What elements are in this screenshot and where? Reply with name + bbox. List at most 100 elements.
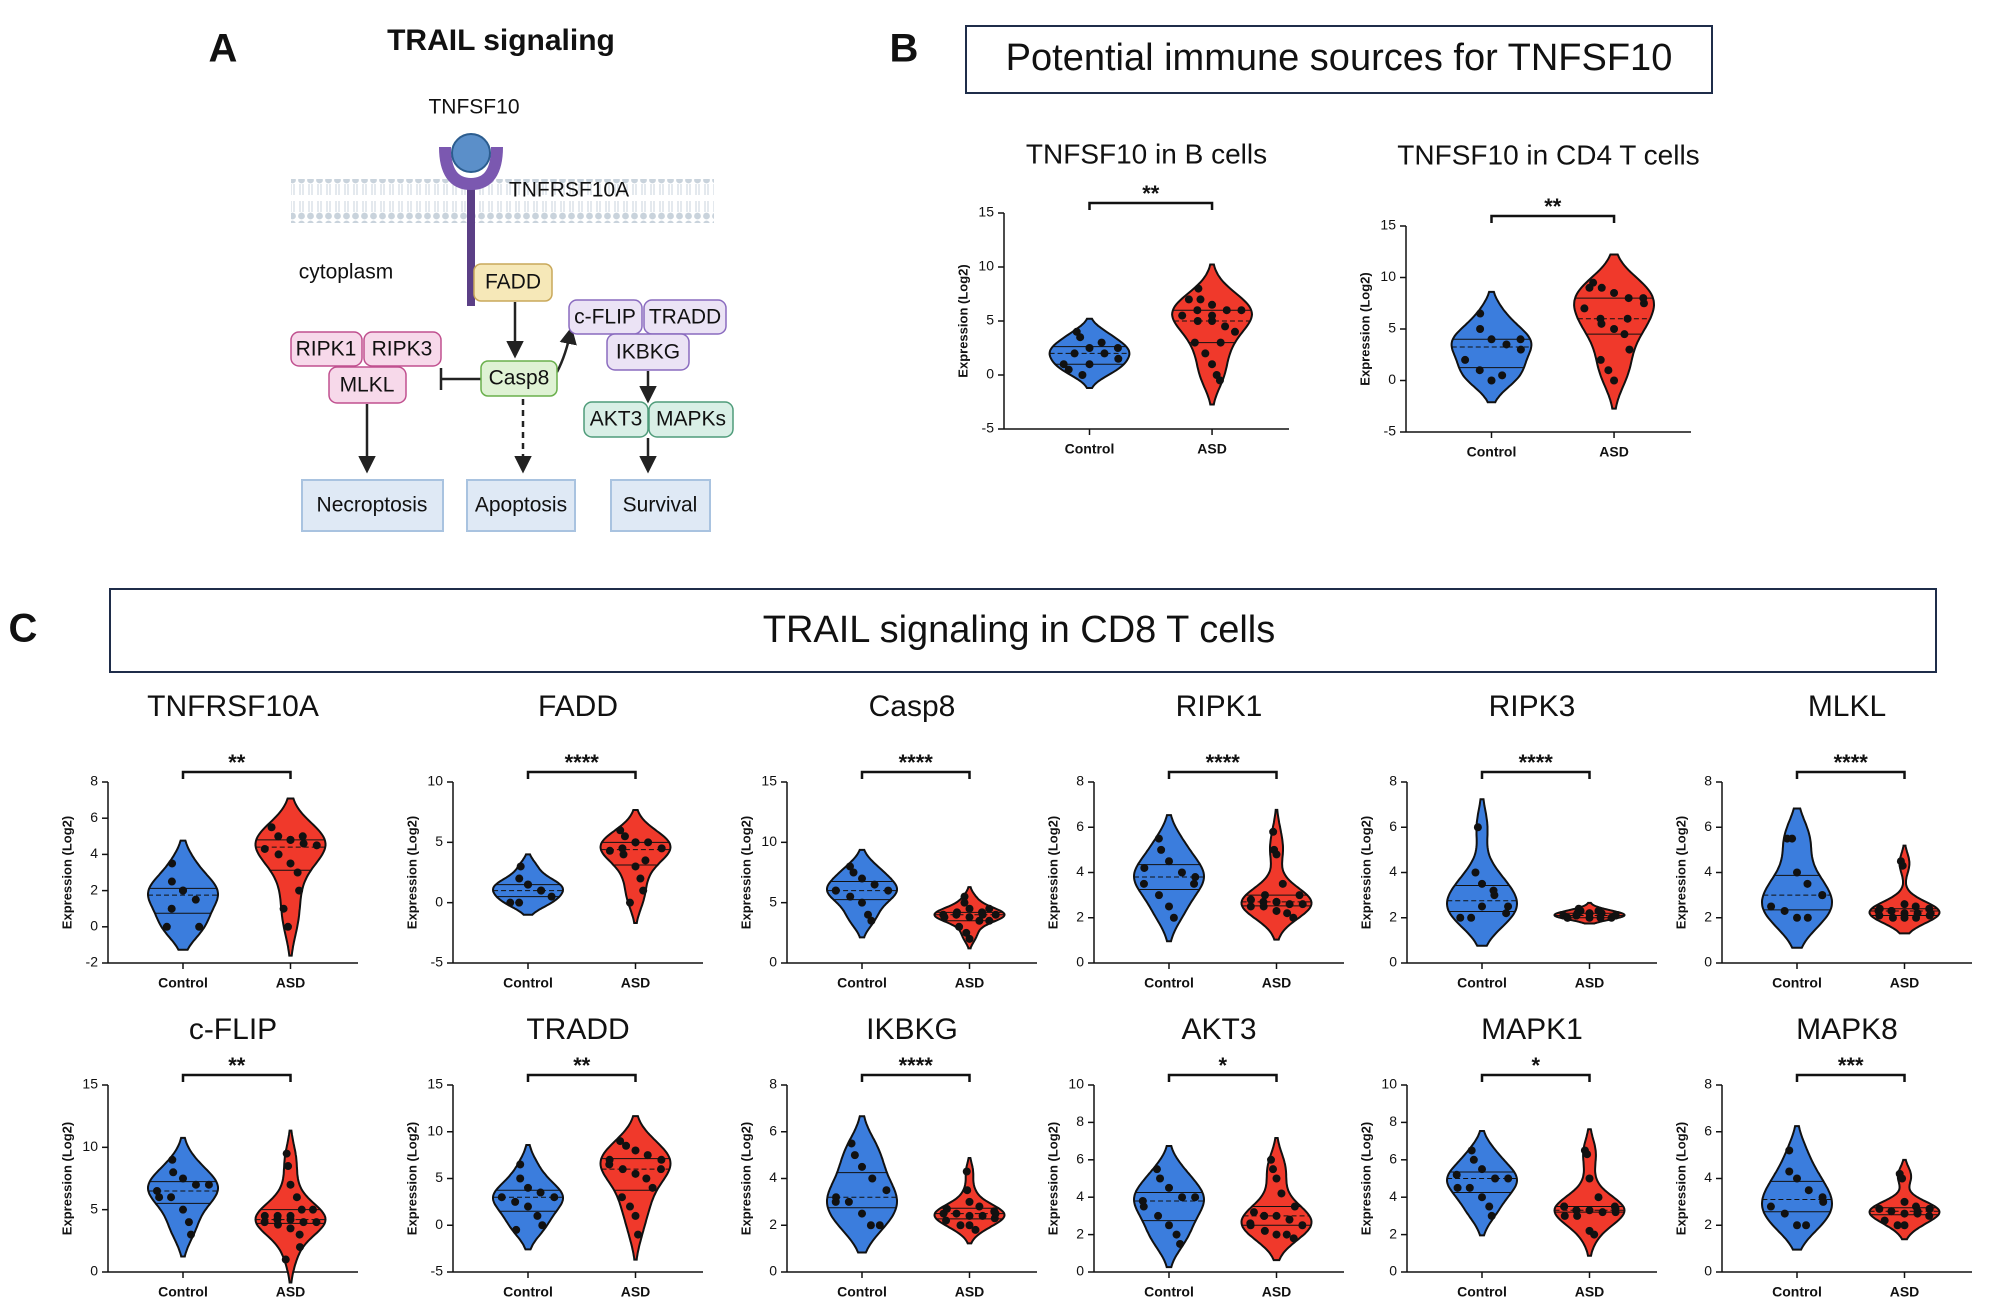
data-point: [167, 877, 176, 886]
data-point: [1594, 1193, 1603, 1202]
data-point: [858, 898, 866, 907]
y-tick-label: 2: [1076, 908, 1084, 924]
data-point: [644, 838, 653, 847]
y-tick-label: 10: [82, 1138, 98, 1154]
chart-title: MLKL: [1808, 690, 1886, 723]
data-point: [297, 1205, 306, 1214]
data-point: [1818, 891, 1827, 900]
data-point: [1625, 345, 1634, 354]
violin-chart: MAPK8 Expression (Log2) 0 2 4 6 8 Control ASD ***: [1673, 1013, 1972, 1300]
data-point: [617, 1193, 626, 1202]
chart-title: MAPK1: [1481, 1013, 1583, 1046]
data-point: [295, 1243, 304, 1252]
panel-title: Potential immune sources for TNFSF10: [1006, 37, 1673, 79]
data-point: [657, 844, 666, 853]
data-point: [858, 874, 866, 883]
x-tick-label: Control: [1467, 444, 1517, 460]
y-tick-label: 5: [90, 1200, 98, 1216]
data-point: [1172, 1230, 1181, 1239]
data-point: [538, 1221, 547, 1230]
data-point: [497, 1193, 506, 1202]
outcome-box: [466, 479, 576, 532]
y-tick-label: 2: [1704, 908, 1712, 924]
y-tick-label: 8: [1076, 1113, 1084, 1129]
data-point: [1467, 1146, 1476, 1155]
y-tick-label: 10: [978, 258, 994, 274]
significance-label: **: [573, 1053, 591, 1078]
data-point: [882, 1186, 891, 1195]
node-label: RIPK3: [372, 338, 433, 361]
chart-title: MAPK8: [1796, 1013, 1898, 1046]
data-point: [1269, 827, 1278, 836]
violin: [254, 1129, 327, 1284]
data-point: [975, 1202, 984, 1211]
y-axis-label: Expression (Log2): [738, 816, 753, 929]
data-point: [1498, 371, 1507, 380]
panel-title: TRAIL signaling: [387, 24, 615, 57]
x-tick-label: Control: [158, 1284, 208, 1300]
y-tick-label: 6: [1704, 1122, 1712, 1138]
data-point: [299, 1218, 308, 1227]
significance-bracket: [1480, 1073, 1591, 1082]
data-point: [971, 1225, 980, 1234]
data-point: [991, 910, 1000, 919]
significance-label: **: [1544, 194, 1562, 219]
data-point: [1580, 304, 1589, 313]
data-point: [1900, 1221, 1909, 1230]
data-point: [1502, 909, 1511, 918]
data-point: [308, 1205, 317, 1214]
data-point: [191, 895, 200, 904]
y-tick-label: 8: [1389, 773, 1397, 789]
y-axis-label: Expression (Log2): [955, 264, 970, 377]
data-point: [1900, 1197, 1909, 1206]
data-point: [952, 1209, 961, 1218]
data-point: [260, 1211, 269, 1220]
significance-bracket: [1480, 770, 1591, 779]
significance-bracket: [1167, 770, 1278, 779]
x-tick-label: ASD: [1262, 975, 1292, 991]
data-point: [1804, 1186, 1813, 1195]
data-point: [1560, 1211, 1569, 1220]
y-tick-label: 0: [769, 954, 777, 970]
data-point: [1803, 913, 1812, 922]
node-box: [473, 263, 553, 302]
data-point: [1898, 861, 1907, 870]
data-point: [1516, 345, 1525, 354]
significance-bracket: [181, 770, 292, 779]
y-tick-label: 8: [1704, 1076, 1712, 1092]
data-point: [832, 1193, 841, 1202]
x-tick-label: Control: [1065, 441, 1115, 457]
data-point: [1489, 886, 1498, 895]
x-tick-label: Control: [1457, 975, 1507, 991]
data-point: [1272, 1174, 1281, 1183]
data-point: [267, 823, 276, 832]
y-axis-label: Expression (Log2): [404, 816, 419, 929]
x-tick-label: ASD: [1197, 441, 1227, 457]
data-point: [1237, 306, 1246, 315]
data-point: [1154, 891, 1163, 900]
violin: [1132, 814, 1206, 943]
significance-label: *: [1531, 1053, 1540, 1078]
panel-label: A: [209, 27, 238, 71]
x-tick-label: ASD: [1890, 1284, 1920, 1300]
data-point: [195, 922, 204, 931]
data-point: [864, 910, 873, 919]
data-point: [1887, 1207, 1896, 1216]
y-tick-label: 4: [769, 1169, 777, 1185]
node-label: IKBKG: [616, 341, 680, 364]
data-point: [605, 1155, 614, 1164]
receptor-label: TNFRSF10A: [509, 179, 629, 202]
data-point: [1597, 319, 1606, 328]
data-point: [1277, 1189, 1286, 1198]
panel-title: TRAIL signaling in CD8 T cells: [763, 609, 1276, 651]
membrane: [291, 179, 714, 223]
data-point: [260, 844, 269, 853]
y-tick-label: 6: [769, 1122, 777, 1138]
y-tick-label: 4: [1076, 863, 1084, 879]
chart-title: TNFRSF10A: [147, 690, 319, 723]
chart-title: FADD: [538, 690, 618, 723]
data-point: [1780, 1209, 1789, 1218]
data-point: [284, 1162, 293, 1171]
data-point: [1208, 300, 1217, 309]
data-point: [274, 850, 283, 859]
